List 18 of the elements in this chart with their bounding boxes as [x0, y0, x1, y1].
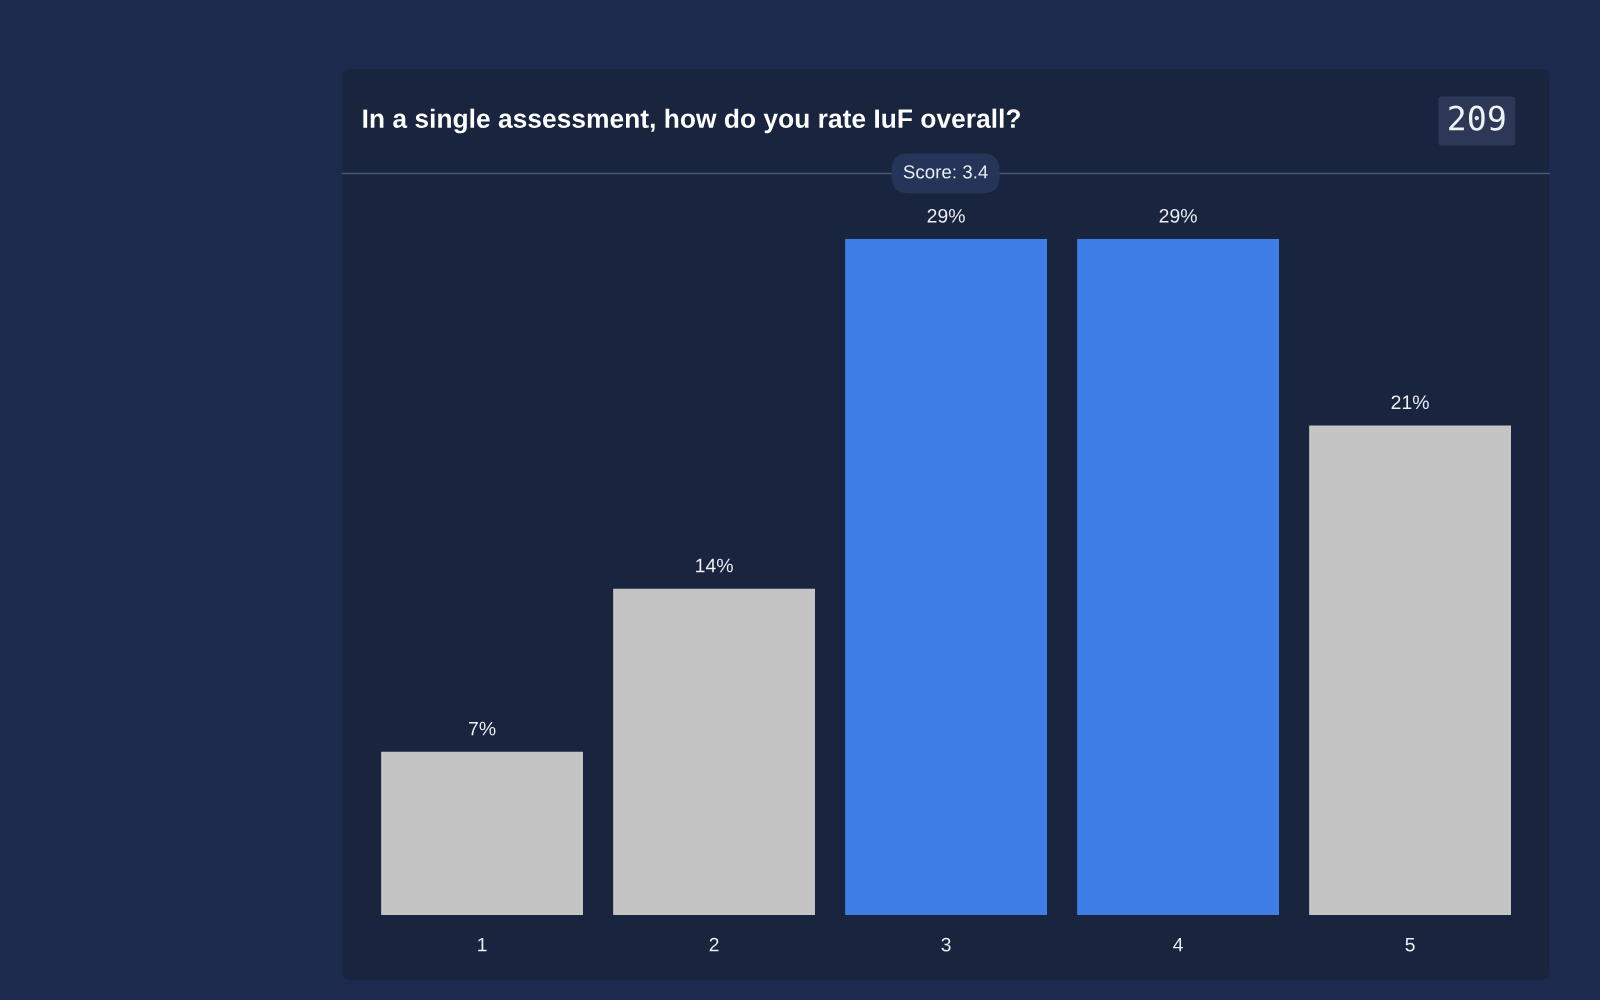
- data-label: 7%: [469, 721, 496, 736]
- chart-title: In a single assessment, how do you rate IuF overall?: [363, 108, 1020, 134]
- x-tick-label: 5: [1405, 937, 1415, 952]
- x-tick-label: 2: [709, 937, 719, 952]
- data-label: 29%: [1159, 208, 1197, 223]
- bar: [1077, 239, 1279, 915]
- x-tick-label: 1: [478, 937, 487, 952]
- data-label: 21%: [1391, 395, 1429, 410]
- bar: [613, 588, 815, 915]
- bar: [845, 239, 1047, 915]
- x-tick-label: 4: [1173, 937, 1183, 952]
- bar: [381, 751, 583, 915]
- data-label: 14%: [696, 558, 733, 573]
- bar: [1309, 425, 1511, 915]
- text: 209: [1449, 105, 1505, 131]
- x-tick-label: 3: [941, 937, 951, 952]
- text: Score: 3.4: [903, 165, 988, 179]
- data-label: 29%: [927, 208, 965, 223]
